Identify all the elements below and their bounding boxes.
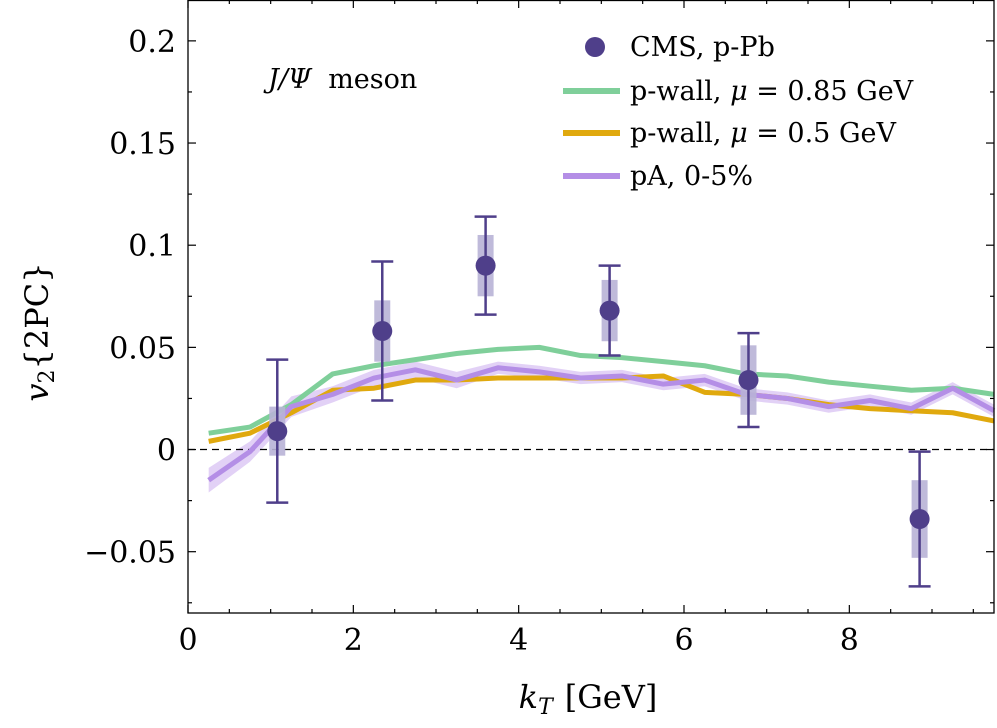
x-tick-labels: 0 2 4 6 8 <box>178 623 858 658</box>
cms-point-0 <box>266 358 289 504</box>
x-axis-symbol: k <box>519 678 538 716</box>
plot-frame <box>187 0 995 614</box>
cms-point-5 <box>908 450 931 588</box>
y-axis-symbol: v <box>18 384 56 402</box>
cms-data-points <box>266 215 931 588</box>
y-tick-labels: −0.05 0 0.05 0.1 0.15 0.2 <box>84 25 176 571</box>
cms-point-4 <box>737 331 760 429</box>
y-tick-label: 0.2 <box>128 25 176 60</box>
y-tick-label: 0.15 <box>109 127 176 162</box>
y-tick-label: 0.1 <box>128 229 176 264</box>
y-axis-rest: {2PC} <box>18 262 56 369</box>
annotation-label: meson <box>328 64 417 95</box>
y-tick-label: −0.05 <box>84 536 176 571</box>
chart-annotation: J/Ψ meson <box>263 64 417 95</box>
legend-label-pwall-085-mu: μ <box>730 76 748 107</box>
x-axis-subscript: T <box>538 695 555 720</box>
cms-marker <box>738 370 759 391</box>
x-axis-unit: [GeV] <box>565 678 658 716</box>
cms-marker <box>267 421 288 442</box>
cms-point-1 <box>371 260 394 402</box>
x-tick-label: 4 <box>509 623 528 658</box>
legend-marker-cms <box>585 37 605 57</box>
y-tick-label: 0 <box>157 434 176 469</box>
y-axis-title: v2{2PC} <box>18 262 60 401</box>
legend-label-pwall-05-mu: μ <box>730 118 748 149</box>
x-tick-label: 0 <box>178 623 197 658</box>
legend-label-cms: CMS, p-Pb <box>630 32 775 63</box>
y-axis-subscript: 2 <box>35 370 60 384</box>
cms-marker <box>599 300 620 321</box>
legend-label-pwall-05-pre: p-wall, <box>630 118 721 149</box>
curve-pa <box>207 365 996 483</box>
legend-label-pa: pA, 0-5% <box>630 161 753 192</box>
legend-label-pwall-085: p-wall, μ = 0.85 GeV <box>630 76 914 107</box>
uncertainty-bands <box>208 361 994 493</box>
cms-marker <box>909 509 930 530</box>
x-tick-label: 6 <box>674 623 693 658</box>
x-axis-title: kT [GeV] <box>519 678 658 720</box>
legend-label-pwall-085-pre: p-wall, <box>630 76 721 107</box>
legend-label-pwall-05: p-wall, μ = 0.5 GeV <box>630 118 896 149</box>
axis-ticks <box>187 0 994 613</box>
y-tick-label: 0.05 <box>109 331 176 366</box>
annotation-particle: J/Ψ <box>263 64 313 95</box>
legend-label-pwall-05-post: = 0.5 GeV <box>756 118 896 149</box>
cms-marker <box>475 255 496 276</box>
legend: CMS, p-Pb p-wall, μ = 0.85 GeV p-wall, μ… <box>563 32 914 192</box>
legend-label-pwall-085-post: = 0.85 GeV <box>756 76 913 107</box>
x-tick-label: 2 <box>344 623 363 658</box>
cms-point-3 <box>598 264 621 357</box>
x-tick-label: 8 <box>840 623 859 658</box>
plot-background <box>188 0 994 613</box>
cms-point-2 <box>474 215 497 316</box>
plot-area <box>188 0 994 613</box>
cms-marker <box>372 321 393 342</box>
pa-uncertainty-band <box>208 361 994 493</box>
